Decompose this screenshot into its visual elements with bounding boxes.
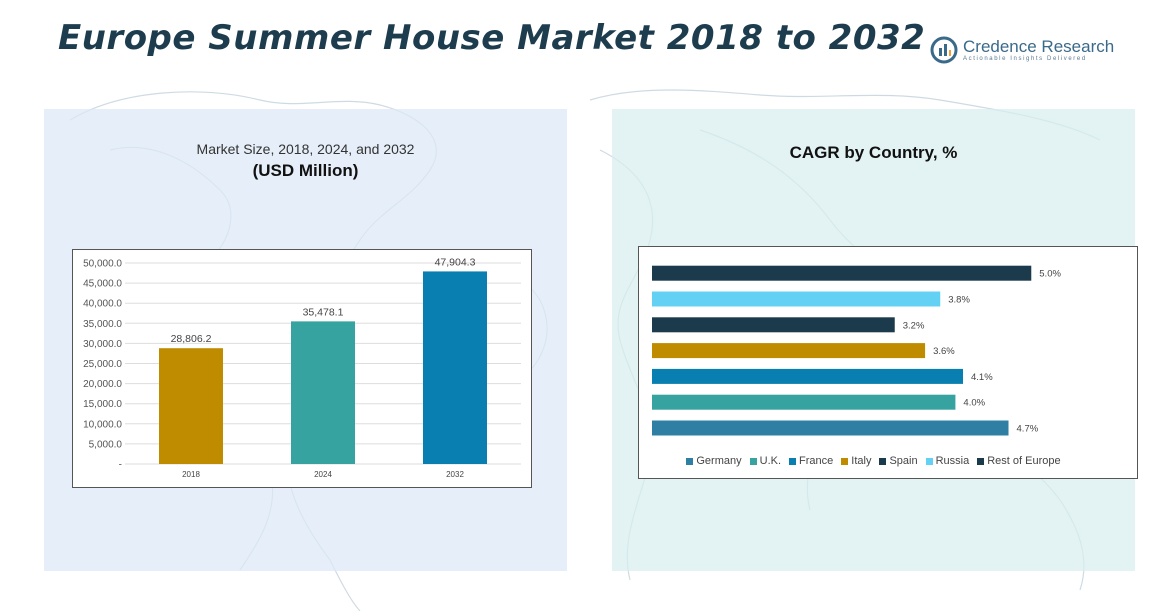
y-tick-label: 20,000.0	[83, 379, 122, 390]
market-size-bar-chart: - 5,000.0 10,000.0 15,000.0 20,000.0 25,000.0…	[83, 256, 521, 479]
cagr-bar-chart: 4.7% 4.0% 4.1% 3.6% 3.2% 3.8% 5.0%	[652, 265, 1061, 436]
bar-value-label: 3.6%	[933, 346, 955, 357]
legend-swatch	[686, 457, 694, 465]
y-tick-label: 25,000.0	[83, 359, 122, 370]
market-size-chart-frame: - 5,000.0 10,000.0 15,000.0 20,000.0 25,000.0…	[72, 249, 532, 488]
bar-value-label: 47,904.3	[435, 256, 476, 268]
legend-swatch	[789, 457, 797, 465]
bar-value-label: 4.7%	[1017, 424, 1039, 435]
legend-label: Rest of Europe	[987, 455, 1061, 467]
title-main: Europe Summer House Market	[58, 18, 655, 58]
bar-italy	[652, 343, 926, 359]
bar-value-label: 3.2%	[903, 320, 925, 331]
legend-swatch	[977, 457, 985, 465]
legend-label: Italy	[851, 455, 872, 467]
y-tick-label: 45,000.0	[83, 279, 122, 290]
legend-item: U.K.	[749, 455, 782, 467]
title-years: 2018 to 2032	[666, 18, 926, 58]
bar-u-k-	[652, 394, 956, 410]
logo-name: Credence Research	[963, 37, 1115, 56]
bar-value-label: 4.0%	[963, 398, 985, 409]
bar-value-label: 5.0%	[1039, 269, 1061, 280]
bar-value-label: 28,806.2	[171, 333, 212, 345]
y-tick-label: 35,000.0	[83, 319, 122, 330]
bar-value-label: 4.1%	[971, 372, 993, 383]
legend-item: Germany	[686, 455, 742, 467]
y-tick-label: 40,000.0	[83, 299, 122, 310]
bar-russia	[652, 291, 941, 307]
legend-swatch	[749, 457, 757, 465]
bar-rest-of-europe	[652, 265, 1032, 281]
cagr-chart-title: CAGR by Country, %	[789, 143, 958, 162]
cagr-legend: Germany U.K. France Italy Spain Russia Rest of…	[612, 455, 1135, 467]
bar-france	[652, 368, 964, 384]
credence-research-logo: Credence Research Actionable Insights De…	[930, 36, 1130, 70]
y-tick-label: -	[119, 460, 122, 471]
bar-2032	[423, 271, 487, 464]
logo-icon	[930, 36, 958, 64]
legend-label: Spain	[889, 455, 918, 467]
bar-spain	[652, 317, 895, 333]
bar-2024	[291, 321, 355, 464]
legend-label: Germany	[696, 455, 742, 467]
legend-item: Spain	[879, 455, 918, 467]
y-tick-label: 5,000.0	[89, 439, 123, 450]
legend-swatch	[879, 457, 887, 465]
cagr-chart-frame: 4.7% 4.0% 4.1% 3.6% 3.2% 3.8% 5.0%	[638, 246, 1138, 479]
legend-swatch	[841, 457, 849, 465]
legend-item: France	[789, 455, 833, 467]
legend-item: Russia	[925, 455, 970, 467]
page-title: Europe Summer House Market 2018 to 2032	[58, 18, 925, 58]
legend-label: France	[799, 455, 834, 467]
y-tick-label: 50,000.0	[83, 259, 122, 270]
bar-value-label: 35,478.1	[303, 306, 344, 318]
x-tick-label: 2018	[182, 470, 200, 479]
y-tick-label: 30,000.0	[83, 339, 122, 350]
x-tick-label: 2032	[446, 470, 464, 479]
y-tick-label: 15,000.0	[83, 399, 122, 410]
bar-value-label: 3.8%	[948, 295, 970, 306]
market-size-chart-title: Market Size, 2018, 2024, and 2032	[196, 141, 415, 157]
x-tick-label: 2024	[314, 470, 332, 479]
legend-swatch	[925, 457, 933, 465]
bar-germany	[652, 420, 1009, 436]
legend-item: Rest of Europe	[977, 455, 1061, 467]
legend-label: Russia	[935, 455, 970, 467]
logo-tagline: Actionable Insights Delivered	[963, 56, 1087, 62]
legend-label: U.K.	[759, 455, 782, 467]
y-tick-label: 10,000.0	[83, 419, 122, 430]
market-size-chart-unit: (USD Million)	[252, 161, 359, 180]
legend-item: Italy	[841, 455, 871, 467]
bar-2018	[159, 348, 223, 464]
